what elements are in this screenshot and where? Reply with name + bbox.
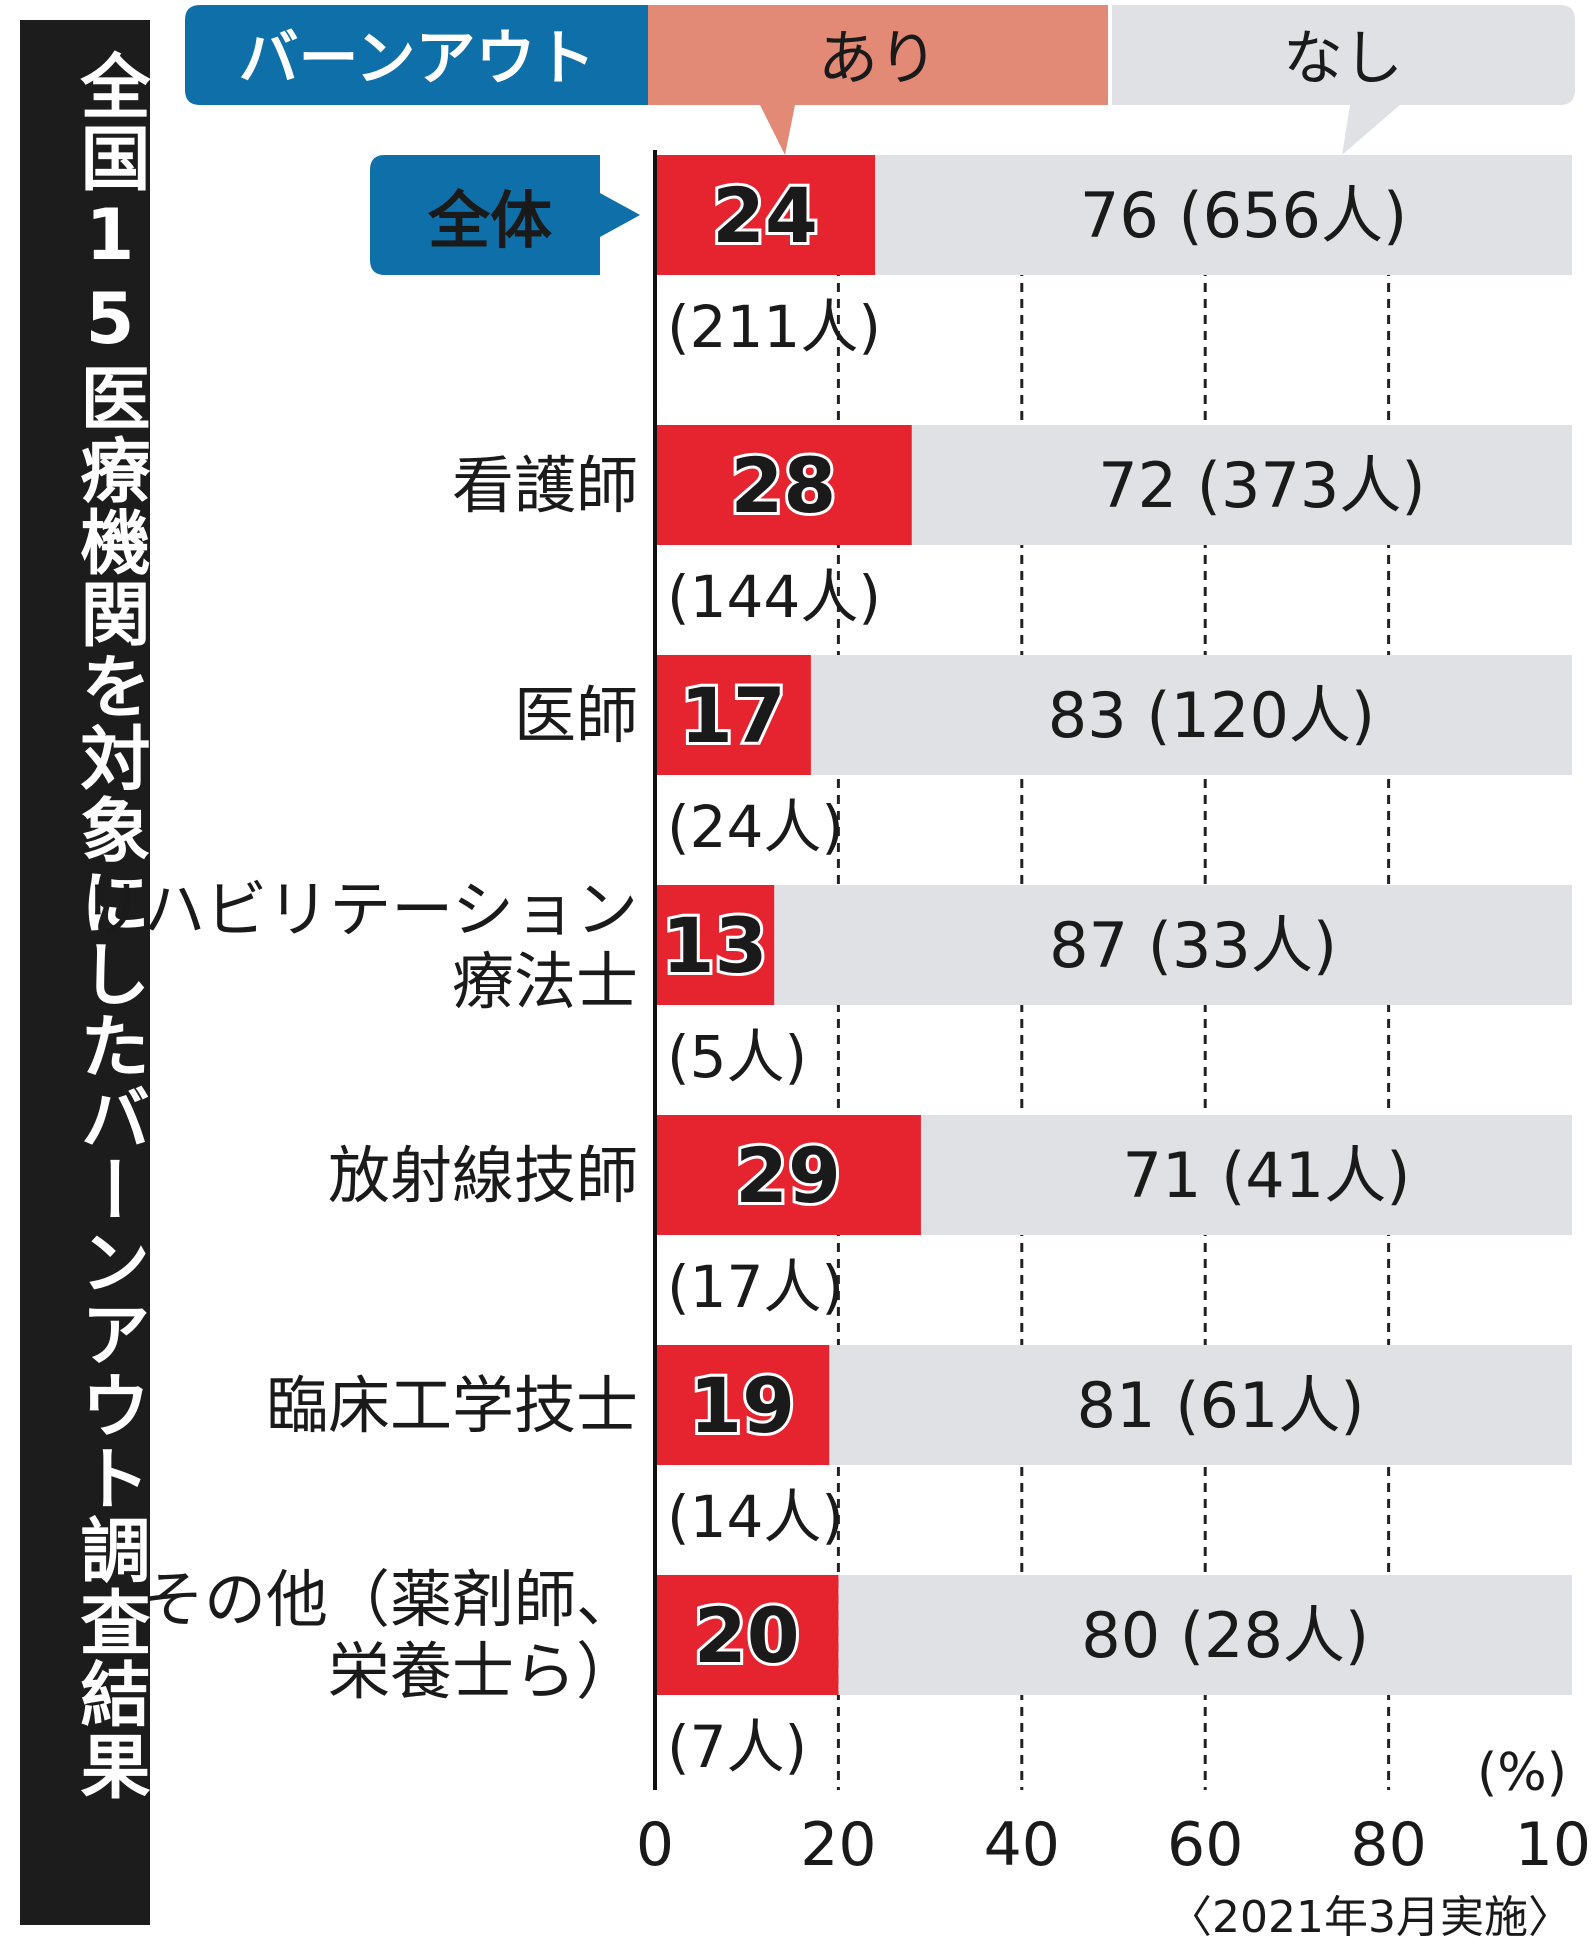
bar-no-value: 71 (41人) xyxy=(1123,1139,1411,1212)
bar-yes xyxy=(655,655,811,775)
bar-yes xyxy=(655,885,775,1005)
bar-yes xyxy=(655,425,912,545)
legend-no-label: なし xyxy=(1283,24,1403,94)
bar-no xyxy=(920,1115,1572,1235)
bar-yes-count: (5人) xyxy=(667,1023,807,1091)
bar-yes-value: 28 xyxy=(730,441,836,530)
bar-yes-value: 20 xyxy=(694,1591,800,1680)
x-tick-label: 80 xyxy=(1350,1810,1426,1880)
bar-yes-count: (211人) xyxy=(667,293,881,361)
bar-yes-count: (144人) xyxy=(667,563,881,631)
category-label: 臨床工学技士 xyxy=(266,1369,638,1442)
bar-no xyxy=(911,425,1572,545)
bar-yes-value: 29 xyxy=(735,1131,841,1220)
bar-yes-value: 17 xyxy=(680,671,786,760)
bar-yes xyxy=(655,155,876,275)
x-tick-label: 20 xyxy=(800,1810,876,1880)
bar-yes-count: (14人) xyxy=(667,1483,844,1551)
category-labels: 全体看護師医師リハビリテーション療法士放射線技師臨床工学技士その他（薬剤師、栄養… xyxy=(81,155,640,1708)
bar-yes-value: 19 xyxy=(689,1361,795,1450)
legend-yes-box xyxy=(648,5,1108,155)
x-tick-label: 60 xyxy=(1167,1810,1243,1880)
x-tick-label: 0 xyxy=(636,1810,674,1880)
category-label: 栄養士ら） xyxy=(328,1635,638,1708)
bar-no-value: 80 (28人) xyxy=(1081,1599,1369,1672)
x-axis: 0 20 40 60 80 100 (%) 〈2021年3月実施〉 xyxy=(636,150,1594,1943)
bar-yes xyxy=(655,1115,921,1235)
bar-no-value: 83 (120人) xyxy=(1048,679,1375,752)
unit-label: (%) xyxy=(1477,1743,1567,1803)
category-label: 療法士 xyxy=(452,945,638,1018)
legend: バーンアウト あり なし xyxy=(185,5,1575,155)
bar-yes xyxy=(655,1345,830,1465)
bar-no xyxy=(810,655,1572,775)
bar-no-value: 76 (656人) xyxy=(1080,179,1407,252)
category-label: その他（薬剤師、 xyxy=(142,1563,638,1636)
bar-no-value: 87 (33人) xyxy=(1049,909,1337,982)
category-highlight-box xyxy=(370,155,640,275)
bar-no xyxy=(774,885,1572,1005)
survey-date-note: 〈2021年3月実施〉 xyxy=(1168,1892,1572,1943)
bar-no-value: 72 (373人) xyxy=(1098,449,1425,522)
x-tick-label: 100 xyxy=(1515,1810,1594,1880)
bar-yes-count: (7人) xyxy=(667,1713,807,1781)
legend-yes-label: あり xyxy=(818,24,938,94)
bar-yes-value: 13 xyxy=(662,901,768,990)
bar-yes-count: (17人) xyxy=(667,1253,844,1321)
bar-no-value: 81 (61人) xyxy=(1077,1369,1365,1442)
category-label: 全体 xyxy=(427,184,552,257)
title-panel: 全国15医療機関を対象にしたバーンアウト調査結果 xyxy=(20,20,151,1925)
bar-no xyxy=(838,1575,1572,1695)
bar-yes-value: 24 xyxy=(712,171,818,260)
bar-no xyxy=(875,155,1572,275)
legend-label-box xyxy=(185,5,648,105)
chart-title: 全国15医療機関を対象にしたバーンアウト調査結果 xyxy=(69,50,151,1802)
bar-yes xyxy=(655,1575,839,1695)
legend-no-box xyxy=(1112,5,1575,155)
category-label: 放射線技師 xyxy=(328,1139,638,1212)
category-label: 医師 xyxy=(514,679,638,752)
bars: 24 76 (656人) (211人) 28 72 (373人) (144人) 17 83 (… xyxy=(655,155,1572,1781)
category-label: 看護師 xyxy=(452,449,638,522)
x-tick-label: 40 xyxy=(984,1810,1060,1880)
category-label: リハビリテーション xyxy=(81,873,638,946)
bar-no xyxy=(829,1345,1572,1465)
bar-yes-count: (24人) xyxy=(667,793,844,861)
legend-label: バーンアウト xyxy=(239,24,596,94)
